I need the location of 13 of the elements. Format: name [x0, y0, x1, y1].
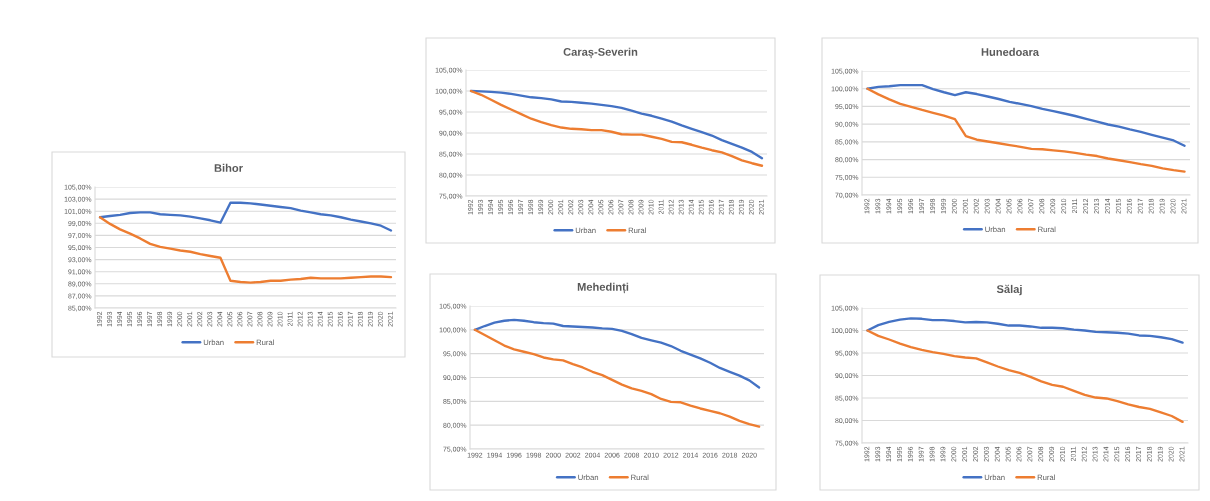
line-series: [866, 329, 1184, 424]
chart-title: Hunedoara: [981, 47, 1040, 56]
chart-title: Mehedinți: [577, 282, 629, 294]
line-series: [473, 318, 761, 389]
chart-title: Bihor: [214, 163, 243, 172]
line-series: [98, 201, 393, 232]
line-series: [866, 83, 1186, 147]
line-series: [866, 317, 1184, 344]
chart-title: Caraș-Severin: [563, 47, 638, 59]
line-series: [866, 87, 1186, 173]
line-series: [98, 216, 393, 284]
chart-title: Sălaj: [996, 284, 1022, 296]
line-series: [473, 328, 761, 428]
